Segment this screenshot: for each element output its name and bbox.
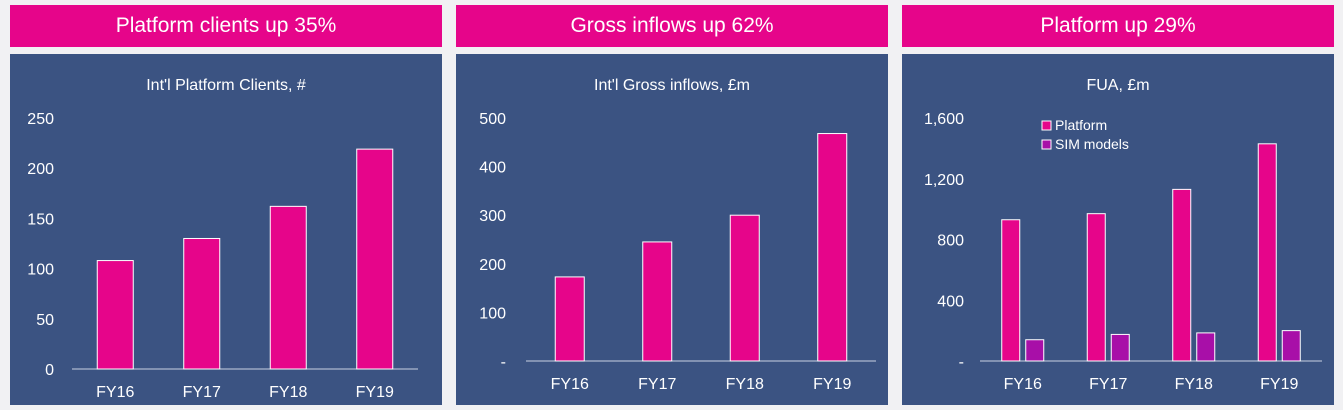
bar-fy16 [96, 260, 134, 370]
chart-svg: Int'l Platform Clients, # 0 50 100 150 200 250… [27, 77, 418, 401]
y-tick-label: 0 [45, 362, 54, 379]
bar-fy18-platform [1172, 188, 1192, 362]
y-tick-label: 300 [479, 208, 506, 225]
chart-svg: Int'l Gross inflows, £m - 100 200 300 400 500 F… [479, 77, 876, 393]
bar-fy16 [554, 276, 585, 362]
legend-swatch [1041, 120, 1052, 131]
panel-platform-clients: Platform clients up 35% Int'l Platform C… [10, 5, 442, 405]
x-tick-label: FY18 [269, 384, 307, 401]
y-tick-label: 50 [36, 312, 54, 329]
panel-banner: Platform up 29% [902, 5, 1334, 47]
chart-title: FUA, £m [1086, 77, 1149, 94]
y-tick-label: 200 [27, 161, 54, 178]
panel-fua: Platform up 29% FUA, £m - 400 800 1,200 1,600… [902, 5, 1334, 405]
x-tick-label: FY19 [356, 384, 394, 401]
bar-fy17 [183, 237, 221, 370]
bar-fy17 [642, 241, 673, 362]
chart-area: FUA, £m - 400 800 1,200 1,600 FY16 FY17 FY18 FY19… [902, 54, 1334, 405]
y-tick-label: 200 [479, 257, 506, 274]
y-tick-label: 150 [27, 211, 54, 228]
bar-fy16-sim-models [1025, 339, 1045, 362]
bar-fy19 [356, 148, 394, 370]
y-tick-label: 800 [937, 233, 964, 250]
bar-fy19-sim-models [1281, 330, 1301, 362]
bar-fy16-platform [1001, 219, 1021, 362]
y-tick-label: - [959, 354, 964, 371]
legend-swatch [1041, 139, 1052, 150]
x-tick-label: FY19 [1260, 376, 1298, 393]
x-tick-label: FY18 [726, 376, 764, 393]
chart-area: Int'l Platform Clients, # 0 50 100 150 200 250… [10, 54, 442, 405]
x-tick-label: FY16 [96, 384, 134, 401]
panel-gross-inflows: Gross inflows up 62% Int'l Gross inflows… [456, 5, 888, 405]
x-tick-label: FY16 [551, 376, 589, 393]
y-tick-label: 250 [27, 111, 54, 128]
y-tick-label: - [501, 354, 506, 371]
panel-banner: Gross inflows up 62% [456, 5, 888, 47]
chart-title: Int'l Platform Clients, # [146, 77, 306, 94]
chart-svg: FUA, £m - 400 800 1,200 1,600 FY16 FY17 FY18 FY19… [924, 77, 1322, 393]
y-tick-label: 100 [479, 305, 506, 322]
bar-fy17-sim-models [1110, 333, 1130, 362]
panel-banner: Platform clients up 35% [10, 5, 442, 47]
x-tick-label: FY17 [183, 384, 221, 401]
bar-fy18-sim-models [1196, 332, 1216, 362]
bar-fy19 [817, 133, 848, 362]
y-tick-label: 1,600 [924, 111, 964, 128]
x-tick-label: FY17 [1089, 376, 1127, 393]
x-tick-label: FY18 [1175, 376, 1213, 393]
y-tick-label: 100 [27, 262, 54, 279]
chart-area: Int'l Gross inflows, £m - 100 200 300 400 500 F… [456, 54, 888, 405]
y-tick-label: 1,200 [924, 172, 964, 189]
y-tick-label: 400 [937, 293, 964, 310]
x-tick-label: FY16 [1004, 376, 1042, 393]
x-tick-label: FY17 [638, 376, 676, 393]
legend-label: Platform [1055, 117, 1107, 133]
y-tick-label: 400 [479, 160, 506, 177]
bar-fy18 [269, 205, 307, 370]
legend-label: SIM models [1055, 136, 1129, 152]
bar-fy18 [729, 214, 760, 362]
bar-fy17-platform [1086, 213, 1106, 362]
chart-title: Int'l Gross inflows, £m [594, 77, 750, 94]
x-tick-label: FY19 [813, 376, 851, 393]
y-tick-label: 500 [479, 111, 506, 128]
bar-fy19-platform [1257, 143, 1277, 362]
